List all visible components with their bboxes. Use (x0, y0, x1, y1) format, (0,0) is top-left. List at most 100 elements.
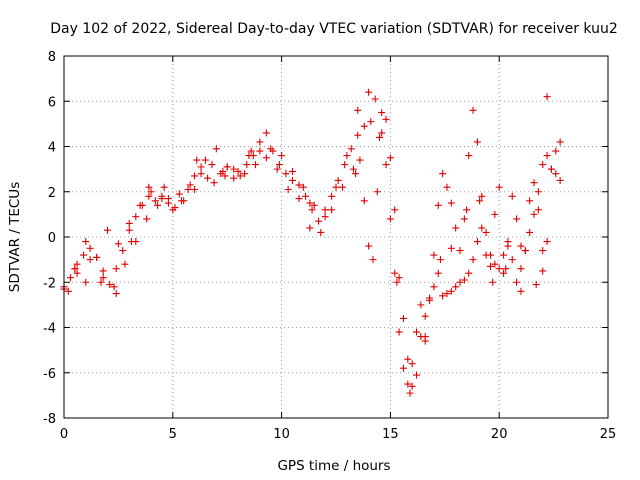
data-point (241, 170, 249, 178)
data-point (204, 174, 212, 182)
data-point (119, 247, 127, 255)
data-point (447, 199, 455, 207)
data-point (82, 278, 90, 286)
data-point (430, 283, 438, 291)
data-point (452, 224, 460, 232)
data-point (478, 192, 486, 200)
data-point (399, 364, 407, 372)
data-point (434, 269, 442, 277)
data-point (486, 262, 494, 270)
data-point (112, 265, 120, 273)
data-point (417, 301, 425, 309)
data-point (469, 106, 477, 114)
data-point (421, 312, 429, 320)
data-point (186, 181, 194, 189)
data-point (308, 206, 316, 214)
data-point (243, 161, 251, 169)
data-point (489, 278, 497, 286)
data-point (543, 93, 551, 101)
data-point (556, 176, 564, 184)
data-point (201, 156, 209, 164)
data-point (306, 199, 314, 207)
data-point (86, 244, 94, 252)
data-point (404, 355, 412, 363)
data-point (295, 181, 303, 189)
data-point (478, 224, 486, 232)
data-point (502, 265, 510, 273)
data-point (82, 238, 90, 246)
series-track-b (60, 88, 386, 291)
y-tick-label: 0 (48, 231, 56, 246)
data-point (317, 228, 325, 236)
data-point (332, 183, 340, 191)
data-point (408, 382, 416, 390)
data-point (486, 251, 494, 259)
data-point (267, 145, 275, 153)
data-point (114, 240, 122, 248)
data-point (556, 138, 564, 146)
data-point (147, 188, 155, 196)
x-tick-label: 10 (273, 427, 290, 442)
data-point (513, 215, 521, 223)
data-point (197, 170, 205, 178)
y-tick-label: 8 (48, 50, 56, 65)
data-point (376, 133, 384, 141)
data-point (71, 265, 79, 273)
data-point (184, 185, 192, 193)
data-point (426, 296, 434, 304)
data-point (67, 274, 75, 282)
data-point (80, 251, 88, 259)
data-point (302, 192, 310, 200)
data-point (334, 176, 342, 184)
data-point (539, 267, 547, 275)
data-point (500, 269, 508, 277)
data-point (530, 210, 538, 218)
y-tick-label: 2 (48, 186, 56, 201)
y-tick-label: 6 (48, 95, 56, 110)
data-point (191, 172, 199, 180)
data-point (439, 292, 447, 300)
data-point (93, 253, 101, 261)
data-point (476, 197, 484, 205)
data-point (532, 281, 540, 289)
data-point (552, 170, 560, 178)
data-point (273, 165, 281, 173)
y-tick-label: -6 (43, 367, 56, 382)
data-point (526, 197, 534, 205)
y-axis-label: SDTVAR / TECUs (7, 182, 23, 292)
data-point (460, 276, 468, 284)
grid-layer (64, 56, 608, 418)
data-point (406, 389, 414, 397)
data-point (73, 269, 81, 277)
data-point (399, 314, 407, 322)
data-point (219, 167, 227, 175)
data-point (321, 206, 329, 214)
axis-ticks (63, 55, 609, 419)
data-point (413, 371, 421, 379)
data-point (430, 251, 438, 259)
data-point (145, 192, 153, 200)
data-point (526, 228, 534, 236)
data-point (508, 256, 516, 264)
x-tick-label: 25 (600, 427, 617, 442)
x-tick-label: 0 (60, 427, 68, 442)
data-point (245, 152, 253, 160)
data-point (223, 163, 231, 171)
x-tick-label: 20 (491, 427, 508, 442)
data-point (73, 260, 81, 268)
data-point (460, 215, 468, 223)
data-point (473, 138, 481, 146)
data-point (447, 244, 455, 252)
data-point (210, 179, 218, 187)
data-point (282, 170, 290, 178)
data-point (321, 213, 329, 221)
data-point (278, 152, 286, 160)
data-point (465, 152, 473, 160)
data-point (347, 145, 355, 153)
data-point (154, 201, 162, 209)
data-point (212, 145, 220, 153)
data-point (447, 287, 455, 295)
data-point (251, 161, 259, 169)
data-point (517, 287, 525, 295)
